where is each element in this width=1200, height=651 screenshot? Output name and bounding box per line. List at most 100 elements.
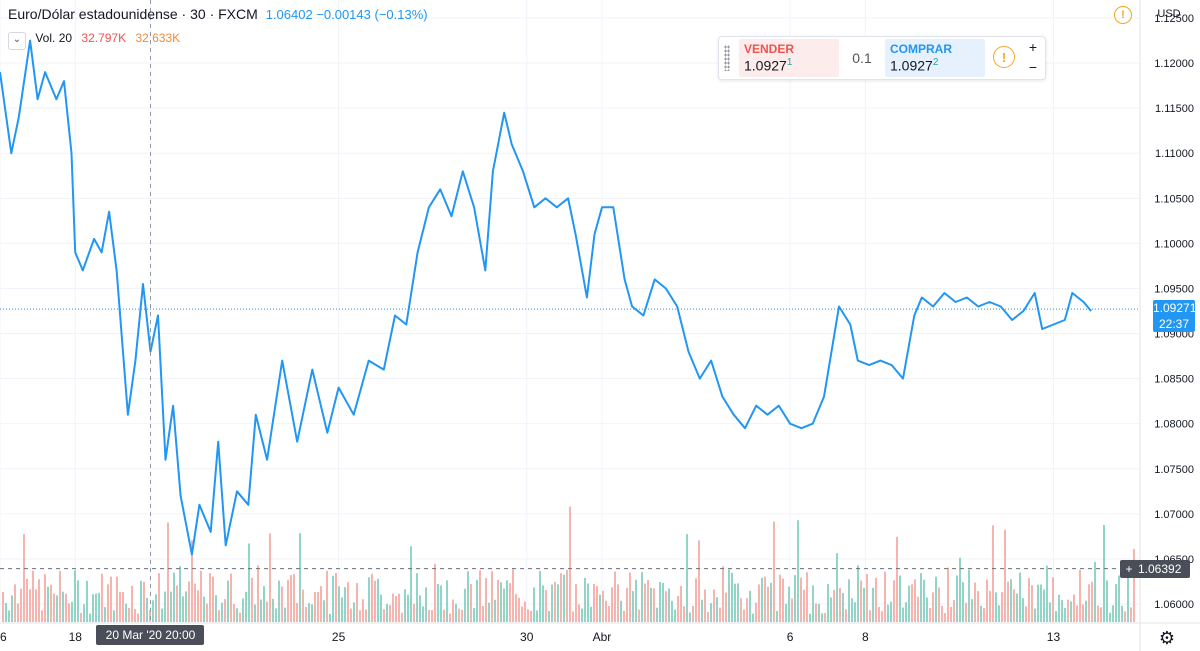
- volume-bar: [251, 577, 253, 622]
- volume-bar: [797, 520, 799, 622]
- volume-bar: [248, 543, 250, 622]
- gear-icon[interactable]: ⚙: [1158, 628, 1176, 648]
- volume-bar: [1070, 601, 1072, 622]
- volume-bar: [998, 605, 1000, 622]
- volume-bar: [707, 611, 709, 622]
- volume-bar: [107, 584, 109, 622]
- chevron-down-icon[interactable]: ⌄: [8, 32, 26, 50]
- volume-bar: [713, 589, 715, 622]
- volume-bar: [824, 613, 826, 622]
- volume-legend: ⌄ Vol. 20 32.797K 32.633K: [8, 31, 180, 50]
- volume-bar: [356, 583, 358, 622]
- volume-bar: [572, 611, 574, 622]
- volume-bar: [335, 572, 337, 622]
- drag-handle-icon[interactable]: [724, 45, 730, 71]
- volume-bar: [173, 572, 175, 622]
- volume-bar: [1016, 593, 1018, 622]
- volume-bar: [767, 586, 769, 622]
- volume-bar: [452, 599, 454, 622]
- volume-bar: [257, 565, 259, 622]
- volume-bar: [518, 597, 520, 622]
- plus-icon[interactable]: +: [1125, 561, 1133, 576]
- volume-bar: [431, 609, 433, 622]
- volume-bar: [479, 570, 481, 622]
- volume-bar: [911, 584, 913, 622]
- sell-price: 1.09271: [744, 57, 793, 74]
- volume-bar: [728, 569, 730, 622]
- volume-bar: [185, 591, 187, 622]
- x-tick-label: 8: [862, 630, 869, 644]
- volume-bar: [1061, 600, 1063, 622]
- volume-bar: [683, 606, 685, 622]
- volume-bar: [110, 576, 112, 622]
- x-tick-label: 18: [69, 630, 83, 644]
- volume-bar: [290, 575, 292, 622]
- volume-bar: [299, 533, 301, 622]
- volume-bar: [656, 607, 658, 622]
- volume-bar: [458, 608, 460, 622]
- buy-button[interactable]: COMPRAR 1.09272: [885, 39, 985, 77]
- volume-bar: [1007, 581, 1009, 622]
- quantity-field[interactable]: 0.1: [852, 50, 872, 66]
- decrease-quantity-button[interactable]: −: [1028, 59, 1038, 75]
- volume-bar: [308, 603, 310, 622]
- volume-bar: [461, 609, 463, 622]
- volume-bar: [1064, 607, 1066, 622]
- volume-bar: [677, 595, 679, 622]
- volume-bar: [8, 610, 10, 622]
- volume-bar: [863, 587, 865, 622]
- volume-bar: [68, 603, 70, 622]
- y-tick-label: 1.08500: [1154, 374, 1194, 386]
- volume-bar: [353, 602, 355, 622]
- volume-bar: [725, 592, 727, 622]
- volume-bar: [296, 603, 298, 622]
- volume-bar: [383, 609, 385, 622]
- volume-bar: [722, 566, 724, 622]
- info-icon[interactable]: !: [993, 46, 1015, 68]
- volume-bar: [449, 613, 451, 622]
- volume-bar: [1028, 578, 1030, 622]
- volume-bar: [1076, 605, 1078, 622]
- crosshair-price-value: 1.06392: [1138, 561, 1182, 576]
- volume-bar: [821, 613, 823, 622]
- sell-button[interactable]: VENDER 1.09271: [739, 39, 839, 77]
- countdown-value: 22:37: [1158, 317, 1190, 332]
- volume-bar: [239, 612, 241, 622]
- volume-bar: [47, 586, 49, 622]
- increase-quantity-button[interactable]: +: [1028, 39, 1038, 55]
- volume-bar: [1049, 602, 1051, 622]
- trade-panel: VENDER 1.09271 0.1 COMPRAR 1.09272 ! + −: [718, 36, 1046, 80]
- volume-bar: [17, 603, 19, 622]
- volume-bar: [995, 592, 997, 622]
- crosshair-price-badge[interactable]: +1.06392: [1120, 559, 1190, 578]
- volume-bar: [398, 593, 400, 622]
- currency-label[interactable]: USD: [1157, 8, 1181, 20]
- volume-bar: [1073, 594, 1075, 622]
- volume-bar: [986, 579, 988, 622]
- volume-bar: [854, 602, 856, 622]
- volume-bar: [497, 579, 499, 622]
- volume-bar: [428, 609, 430, 622]
- volume-bar: [41, 610, 43, 622]
- volume-bar: [473, 608, 475, 622]
- volume-bar: [350, 608, 352, 622]
- volume-bar: [614, 571, 616, 622]
- volume-bar: [563, 574, 565, 622]
- volume-bar: [416, 573, 418, 622]
- exclamation-icon[interactable]: !: [1114, 6, 1132, 24]
- volume-bar: [71, 601, 73, 622]
- volume-bar: [83, 604, 85, 622]
- volume-bar: [527, 609, 529, 622]
- volume-bar: [302, 589, 304, 622]
- volume-bar: [968, 569, 970, 622]
- volume-bar: [158, 573, 160, 622]
- volume-bar: [263, 586, 265, 622]
- volume-bar: [491, 571, 493, 622]
- volume-bar: [860, 580, 862, 622]
- volume-bar: [881, 611, 883, 622]
- volume-bar: [620, 600, 622, 622]
- symbol-title: Euro/Dólar estadounidense · 30 · FXCM: [8, 6, 258, 22]
- volume-bar: [95, 593, 97, 622]
- volume-bar: [719, 607, 721, 622]
